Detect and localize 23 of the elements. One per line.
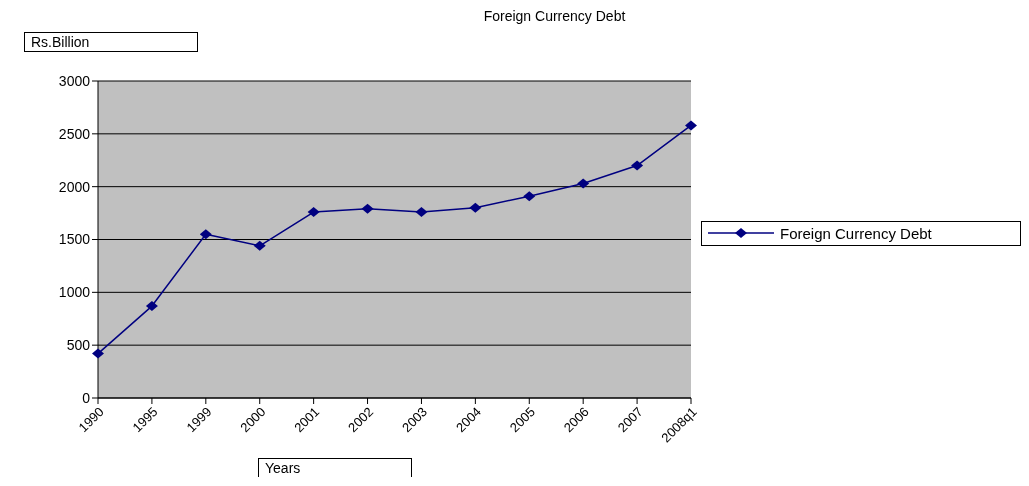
y-tick-label: 500 — [66, 337, 91, 354]
y-tick-label: 0 — [82, 389, 91, 406]
point — [361, 203, 374, 214]
y-axis-title: Rs.Billion — [24, 32, 198, 52]
point — [415, 207, 428, 218]
y-tick-label: 3000 — [58, 72, 91, 89]
point — [577, 178, 590, 189]
y-tick-label: 1000 — [58, 284, 91, 301]
y-tick-label: 2500 — [58, 125, 91, 142]
point — [469, 202, 482, 213]
point — [92, 348, 104, 359]
chart-title: Foreign Currency Debt — [483, 8, 626, 24]
point — [523, 191, 536, 202]
point — [631, 160, 644, 171]
point — [253, 240, 266, 251]
x-axis-title: Years — [258, 458, 412, 477]
point — [199, 229, 212, 240]
point — [685, 120, 697, 131]
y-tick-label: 2000 — [58, 178, 91, 195]
point — [307, 207, 320, 218]
point — [145, 301, 158, 312]
legend-label: Foreign Currency Debt — [780, 224, 932, 242]
y-tick-label: 1500 — [58, 231, 91, 248]
